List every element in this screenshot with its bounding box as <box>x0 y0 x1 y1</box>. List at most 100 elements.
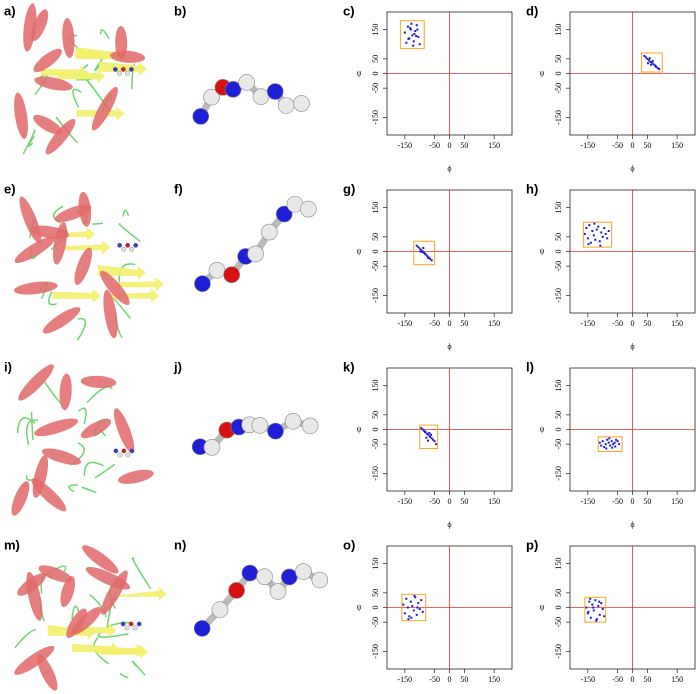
ligand-atom <box>129 448 135 454</box>
helix <box>71 606 102 635</box>
point <box>649 60 652 63</box>
point <box>414 596 417 599</box>
point <box>601 607 604 610</box>
helix <box>45 118 76 155</box>
y-tick-label: -150 <box>371 466 380 481</box>
y-tick-label: 0 <box>371 250 380 254</box>
y-tick-label: -150 <box>554 288 563 303</box>
y-axis-label: ψ <box>356 68 361 77</box>
region-box <box>584 596 607 623</box>
y-tick-label: 150 <box>371 24 380 36</box>
x-tick-label: -50 <box>429 141 440 150</box>
x-tick-label: -150 <box>398 675 413 684</box>
point <box>600 444 603 447</box>
point <box>433 440 436 443</box>
y-axis-label: ψ <box>356 424 361 433</box>
point <box>420 427 423 430</box>
helix <box>26 571 43 621</box>
point <box>616 440 619 443</box>
point <box>411 34 414 37</box>
x-tick-label: 150 <box>671 141 683 150</box>
point <box>606 438 609 441</box>
point <box>591 230 594 232</box>
point <box>409 28 412 31</box>
beta-strand <box>46 227 95 242</box>
x-tick-label: 0 <box>448 141 452 150</box>
point <box>591 603 594 606</box>
point <box>435 443 438 446</box>
helix <box>85 566 131 590</box>
x-tick-label: -50 <box>429 675 440 684</box>
point <box>648 57 651 60</box>
point <box>594 599 597 602</box>
point <box>406 606 409 609</box>
x-tick-label: -150 <box>398 141 413 150</box>
point <box>415 24 418 27</box>
point <box>646 57 649 60</box>
panel-label: p) <box>526 537 538 552</box>
point <box>606 237 609 240</box>
green-loop <box>76 317 87 341</box>
point <box>416 28 419 31</box>
ligand-atom <box>132 625 138 631</box>
atom <box>223 266 240 284</box>
point <box>415 613 418 616</box>
ligand-atom <box>129 67 134 72</box>
point <box>595 619 598 622</box>
point <box>426 254 429 257</box>
point <box>417 246 420 249</box>
point <box>412 40 415 43</box>
y-tick-label: 50 <box>554 233 563 241</box>
atom <box>275 205 293 223</box>
y-tick-label: 0 <box>371 72 380 76</box>
green-loop <box>119 672 129 679</box>
panel-label: k) <box>343 359 355 374</box>
y-tick-label: 50 <box>371 233 380 241</box>
green-loop <box>27 135 35 147</box>
beta-strand <box>97 265 146 280</box>
panel-label: d) <box>526 3 538 18</box>
helix <box>18 364 54 401</box>
green-loop <box>122 209 130 217</box>
green-loop <box>86 385 113 404</box>
panel-label: b) <box>174 3 186 18</box>
atom <box>228 582 245 599</box>
green-loop <box>118 263 136 285</box>
y-tick-label: 50 <box>371 589 380 597</box>
y-axis-label: ψ <box>539 602 544 611</box>
y-tick-label: 50 <box>371 55 380 63</box>
y-tick-label: 50 <box>554 411 563 419</box>
point <box>413 594 416 597</box>
x-tick-label: 50 <box>643 675 651 684</box>
green-loop <box>16 417 36 434</box>
green-loop <box>48 291 57 306</box>
ligand-atom <box>121 448 127 454</box>
ligand-atom <box>117 243 123 248</box>
ligand-atom <box>113 67 118 72</box>
y-tick-label: -50 <box>371 617 380 628</box>
beta-strand <box>40 65 89 80</box>
point <box>407 37 410 40</box>
point <box>422 246 425 249</box>
point <box>418 43 421 46</box>
atom <box>284 412 302 430</box>
y-tick-label: 150 <box>371 558 380 570</box>
green-loop <box>131 660 146 676</box>
point <box>425 436 428 439</box>
point <box>594 238 597 241</box>
point <box>588 600 591 603</box>
green-loop <box>30 411 34 441</box>
x-tick-label: -50 <box>612 675 623 684</box>
x-tick-label: 50 <box>460 497 468 506</box>
y-tick-label: -50 <box>554 83 563 94</box>
point <box>415 244 418 247</box>
region-box <box>419 424 439 450</box>
x-axis-label: ϕ <box>447 520 451 529</box>
x-tick-label: 0 <box>448 675 452 684</box>
point <box>592 234 595 237</box>
y-tick-label: -50 <box>371 439 380 450</box>
y-tick-label: -150 <box>554 644 563 659</box>
point <box>589 597 592 600</box>
